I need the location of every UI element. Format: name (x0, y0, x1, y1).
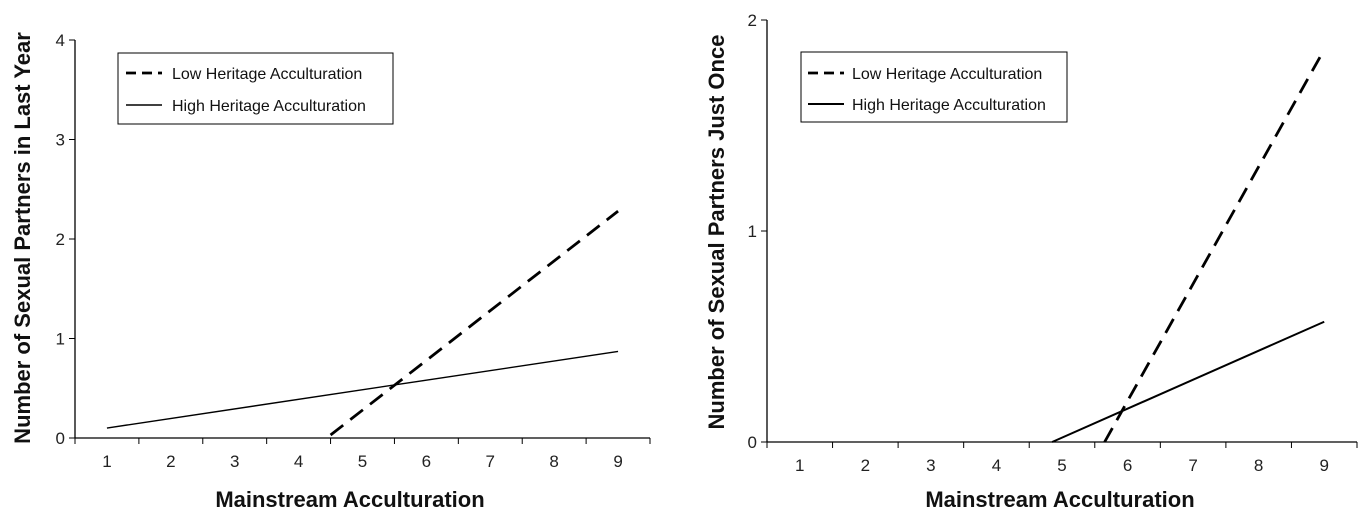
legend-label-low: Low Heritage Acculturation (172, 66, 362, 83)
x-tick-label: 5 (358, 452, 367, 471)
x-tick-label: 4 (294, 452, 303, 471)
y-tick-label: 2 (56, 230, 65, 249)
y-tick-label: 4 (56, 31, 65, 50)
series-line-high-heritage (1051, 320, 1325, 443)
x-tick-label: 4 (992, 456, 1001, 475)
x-tick-label: 7 (1188, 456, 1197, 475)
legend: Low Heritage Acculturation High Heritage… (117, 52, 394, 125)
legend-label-high: High Heritage Acculturation (852, 97, 1046, 114)
x-axis-title: Mainstream Acculturation (925, 487, 1194, 512)
x-tick-label: 8 (549, 452, 558, 471)
x-tick-label: 2 (861, 456, 870, 475)
x-tick-label: 6 (1123, 456, 1132, 475)
y-tick-label: 1 (56, 330, 65, 349)
y-tick-label: 0 (56, 429, 65, 448)
x-tick-label: 2 (166, 452, 175, 471)
series-line-low-heritage (329, 210, 619, 437)
x-tick-label: 3 (926, 456, 935, 475)
series-line-low-heritage (1103, 48, 1326, 443)
y-tick-label: 1 (748, 222, 757, 241)
y-axis-title: Number of Sexual Partners in Last Year (10, 32, 35, 444)
ticks: 1 2 3 4 5 6 7 8 9 0 1 2 (748, 11, 1358, 475)
x-tick-label: 5 (1057, 456, 1066, 475)
y-axis-title: Number of Sexual Partners Just Once (704, 35, 729, 430)
legend-box (800, 51, 1068, 123)
legend-label-low: Low Heritage Acculturation (852, 66, 1042, 83)
series-line-high-heritage (106, 350, 619, 429)
y-tick-label: 0 (748, 433, 757, 452)
legend: Low Heritage Acculturation High Heritage… (800, 51, 1068, 123)
x-tick-label: 8 (1254, 456, 1263, 475)
plot-lines (106, 210, 619, 437)
x-tick-label: 1 (795, 456, 804, 475)
x-tick-label: 9 (1319, 456, 1328, 475)
x-tick-label: 3 (230, 452, 239, 471)
x-tick-label: 1 (102, 452, 111, 471)
plot-lines (1051, 48, 1326, 443)
y-tick-label: 2 (748, 11, 757, 30)
ticks: 1 2 3 4 5 6 7 8 9 0 1 2 3 4 (56, 31, 651, 471)
x-tick-label: 7 (486, 452, 495, 471)
x-tick-label: 9 (613, 452, 622, 471)
x-tick-label: 6 (422, 452, 431, 471)
x-axis-title: Mainstream Acculturation (215, 487, 484, 512)
chart-partners-just-once: 1 2 3 4 5 6 7 8 9 0 1 2 Mainstream Acculturation Nu… (704, 11, 1358, 512)
y-tick-label: 3 (56, 131, 65, 150)
legend-box (117, 52, 394, 125)
legend-label-high: High Heritage Acculturation (172, 98, 366, 115)
